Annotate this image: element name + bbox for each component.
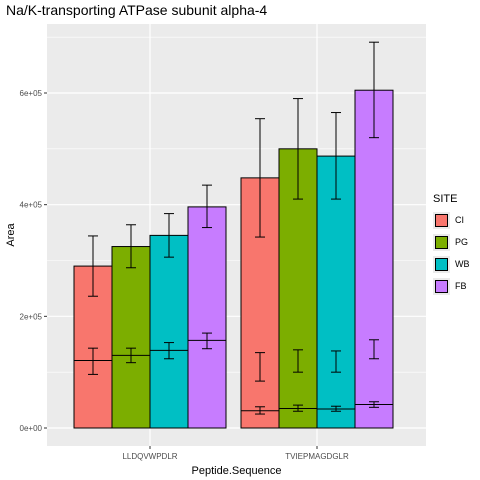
legend-item-pg: PG (433, 231, 470, 253)
x-tick-label: TVIEPMAGDGLR (285, 452, 349, 461)
legend-label: CI (455, 215, 464, 225)
legend-label: PG (455, 237, 469, 247)
legend-item-ci: CI (433, 209, 470, 231)
y-tick-label: 4e+05 (20, 201, 43, 210)
chart-title: Na/K-transporting ATPase subunit alpha-4 (6, 2, 268, 18)
bar-WB-0 (149, 234, 189, 429)
legend-key (433, 233, 450, 251)
legend-item-wb: WB (433, 253, 470, 275)
legend-swatch (435, 257, 448, 271)
bar-CI-1 (240, 177, 280, 429)
legend-label: FB (455, 281, 467, 291)
legend-key (433, 211, 450, 229)
legend-swatch (435, 279, 448, 293)
legend-swatch (435, 213, 448, 227)
legend-item-fb: FB (433, 275, 470, 297)
legend-key (433, 255, 450, 273)
x-tick-label: LLDQVWPDLR (122, 452, 177, 461)
bar-FB-1 (354, 89, 394, 429)
y-axis-label: Area (5, 223, 17, 247)
legend-swatch (435, 235, 448, 249)
legend-label: WB (455, 259, 470, 269)
legend-key (433, 277, 450, 295)
x-axis-label: Peptide.Sequence (192, 465, 282, 477)
legend-title: SITE (433, 193, 458, 205)
legend-items: CI PG WB FB (433, 209, 470, 297)
y-tick-label: 0e+00 (20, 424, 43, 433)
bar-PG-0 (111, 246, 151, 429)
bar-FB-0 (187, 206, 227, 429)
y-tick-label: 2e+05 (20, 312, 43, 321)
legend: SITE CI PG WB FB (433, 193, 470, 297)
y-tick-label: 6e+05 (20, 89, 43, 98)
bar-CI-0 (73, 265, 113, 429)
